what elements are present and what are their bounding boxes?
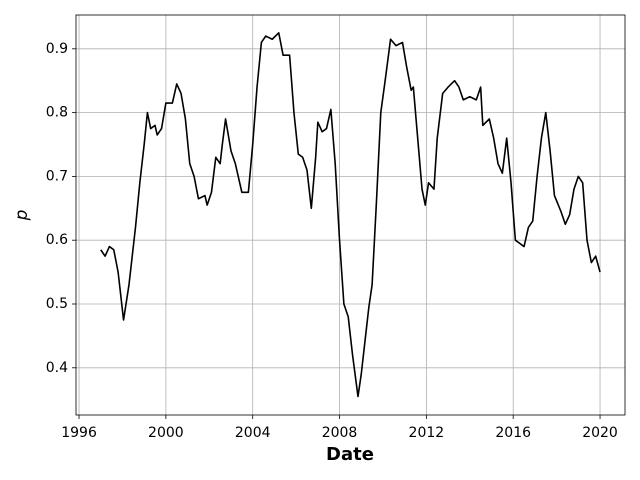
data-line <box>100 32 601 398</box>
x-tick-label: 2000 <box>148 425 184 441</box>
x-tick-label: 2008 <box>322 425 358 441</box>
y-tick-label: 0.8 <box>46 105 68 121</box>
y-tick-label: 0.5 <box>46 296 68 312</box>
x-axis-label: Date <box>326 444 374 465</box>
x-tick-label: 2012 <box>409 425 445 441</box>
y-axis-label: p <box>12 209 32 221</box>
y-tick-label: 0.7 <box>46 168 68 184</box>
plot-frame <box>75 14 626 416</box>
x-tick-label: 1996 <box>61 425 97 441</box>
x-tick-label: 2004 <box>235 425 271 441</box>
x-tick-label: 2020 <box>582 425 618 441</box>
y-tick-label: 0.4 <box>46 360 68 376</box>
x-tick-label: 2016 <box>495 425 531 441</box>
y-tick-label: 0.9 <box>46 41 68 57</box>
y-tick-label: 0.6 <box>46 232 68 248</box>
